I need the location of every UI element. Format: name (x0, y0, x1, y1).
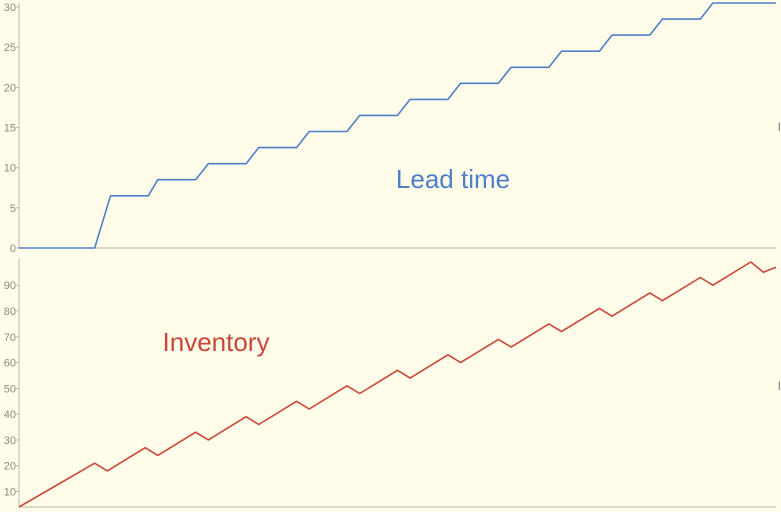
lead-time-y-tick-label: 5 (10, 203, 16, 215)
inventory-y-tick-label: 70 (4, 332, 16, 344)
lead-time-series-line (19, 2, 776, 249)
edge-label-top: l (778, 120, 781, 134)
lead-time-y-tick-label: 25 (4, 42, 16, 54)
inventory-y-tick-label: 80 (4, 306, 16, 318)
lead-time-y-tick-label: 30 (4, 2, 16, 14)
inventory-y-tick-label: 90 (4, 280, 16, 292)
inventory-y-tick-label: 60 (4, 358, 16, 370)
lead-time-y-tick-label: 0 (10, 243, 16, 255)
edge-label-bottom: l (778, 379, 781, 393)
inventory-y-tick-label: 50 (4, 383, 16, 395)
inventory-series-line (18, 261, 777, 508)
inventory-y-tick-label: 40 (4, 409, 16, 421)
lead-time-y-tick-label: 10 (4, 163, 16, 175)
inventory-y-tick-label: 20 (4, 461, 16, 473)
lead-time-y-tick-label: 15 (4, 123, 16, 135)
lead-time-y-tick-label: 20 (4, 82, 16, 94)
inventory-y-tick-label: 30 (4, 435, 16, 447)
inventory-panel: 10 20 30 40 50 60 70 80 90 Inventory (4, 258, 777, 508)
inventory-y-tick-label: 10 (4, 487, 16, 499)
inventory-title: Inventory (163, 327, 270, 357)
lead-time-panel: 0 5 10 15 20 25 30 Lead time (4, 2, 776, 255)
lead-time-title: Lead time (396, 164, 510, 194)
